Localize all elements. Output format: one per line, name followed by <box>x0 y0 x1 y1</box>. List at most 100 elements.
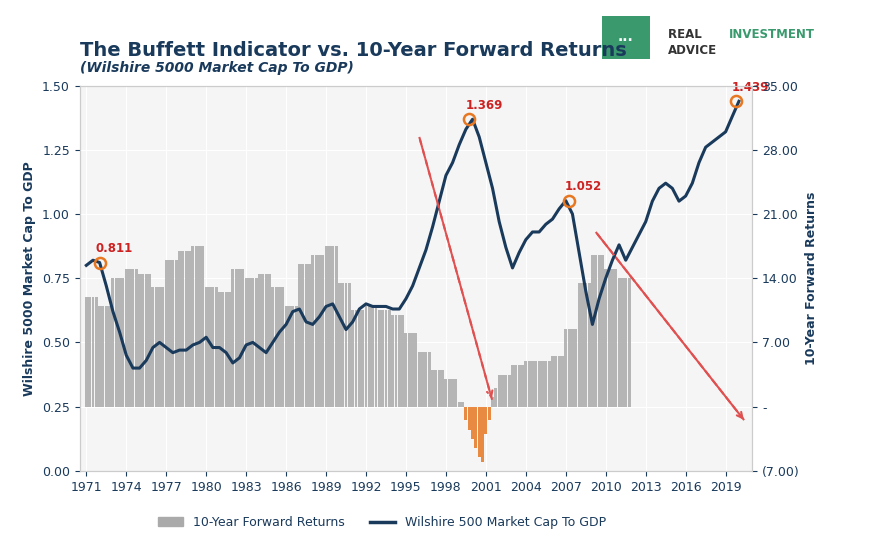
Bar <box>138 273 141 407</box>
Bar <box>351 310 354 407</box>
Bar <box>495 388 497 407</box>
Bar <box>204 287 208 407</box>
Bar <box>591 255 594 407</box>
Bar <box>191 246 195 407</box>
Bar <box>621 278 624 407</box>
Text: INVESTMENT: INVESTMENT <box>729 28 815 41</box>
Bar <box>454 379 458 407</box>
Bar <box>361 310 364 407</box>
Bar <box>381 310 384 407</box>
Bar <box>258 273 261 407</box>
Bar <box>624 278 627 407</box>
Bar <box>98 305 101 407</box>
Bar <box>121 278 125 407</box>
Bar <box>501 374 504 407</box>
Bar <box>574 328 577 407</box>
Bar <box>614 269 617 407</box>
Bar <box>431 370 434 407</box>
Bar <box>491 398 494 407</box>
Bar <box>441 370 444 407</box>
Bar <box>601 255 604 407</box>
Bar <box>148 273 151 407</box>
Text: 0.811: 0.811 <box>96 242 133 255</box>
Bar <box>268 273 271 407</box>
Bar <box>561 356 564 407</box>
Bar <box>401 315 404 407</box>
Bar <box>189 251 191 407</box>
Bar <box>274 287 278 407</box>
Bar <box>398 315 401 407</box>
Bar <box>448 379 450 407</box>
Bar <box>551 356 554 407</box>
Bar <box>128 269 131 407</box>
Bar <box>497 374 501 407</box>
Bar <box>581 283 584 407</box>
Bar <box>265 273 267 407</box>
Bar <box>478 407 481 457</box>
Bar <box>571 328 573 407</box>
Bar <box>538 361 541 407</box>
Bar <box>185 251 188 407</box>
Bar <box>261 273 265 407</box>
Text: 1.369: 1.369 <box>466 99 503 112</box>
Bar <box>321 255 324 407</box>
Bar <box>135 269 138 407</box>
Bar <box>304 264 307 407</box>
Bar <box>228 292 231 407</box>
Bar <box>608 269 611 407</box>
Bar <box>198 246 201 407</box>
Bar <box>421 351 424 407</box>
Bar <box>518 365 520 407</box>
Bar <box>218 292 221 407</box>
Bar <box>168 260 171 407</box>
Bar <box>115 278 118 407</box>
Bar <box>238 269 241 407</box>
Bar <box>344 283 348 407</box>
Bar <box>527 361 531 407</box>
Bar <box>158 287 161 407</box>
Y-axis label: 10-Year Forward Returns: 10-Year Forward Returns <box>805 192 819 365</box>
Text: REAL: REAL <box>668 28 706 41</box>
Bar <box>125 269 127 407</box>
Bar <box>112 278 114 407</box>
Bar <box>278 287 281 407</box>
Bar <box>202 246 204 407</box>
Bar <box>178 251 181 407</box>
Bar <box>435 370 437 407</box>
Bar <box>348 283 350 407</box>
Bar <box>595 255 597 407</box>
Bar <box>474 407 477 448</box>
Text: (Wilshire 5000 Market Cap To GDP): (Wilshire 5000 Market Cap To GDP) <box>80 61 353 75</box>
Bar <box>88 296 91 407</box>
Text: 1.052: 1.052 <box>566 180 603 193</box>
Bar <box>195 246 197 407</box>
Bar <box>104 305 108 407</box>
Bar <box>525 361 527 407</box>
Bar <box>371 305 374 407</box>
Bar <box>508 374 511 407</box>
Bar <box>521 365 524 407</box>
Legend: 10-Year Forward Returns, Wilshire 500 Market Cap To GDP: 10-Year Forward Returns, Wilshire 500 Ma… <box>153 511 612 534</box>
Bar <box>244 278 248 407</box>
Bar <box>597 255 601 407</box>
Bar <box>212 287 214 407</box>
Text: ...: ... <box>618 30 634 44</box>
Bar <box>118 278 121 407</box>
Bar <box>331 246 335 407</box>
Bar <box>225 292 227 407</box>
Bar <box>298 264 301 407</box>
Bar <box>425 351 427 407</box>
Bar <box>388 310 391 407</box>
Bar <box>468 407 471 430</box>
Bar <box>418 351 420 407</box>
Bar <box>325 246 327 407</box>
Bar <box>395 315 397 407</box>
Bar <box>355 310 358 407</box>
Bar <box>338 283 341 407</box>
Bar <box>335 246 337 407</box>
Bar <box>174 260 178 407</box>
Bar <box>602 16 650 59</box>
Bar <box>255 278 258 407</box>
Bar <box>444 379 448 407</box>
Text: The Buffett Indicator vs. 10-Year Forward Returns: The Buffett Indicator vs. 10-Year Forwar… <box>80 41 627 60</box>
